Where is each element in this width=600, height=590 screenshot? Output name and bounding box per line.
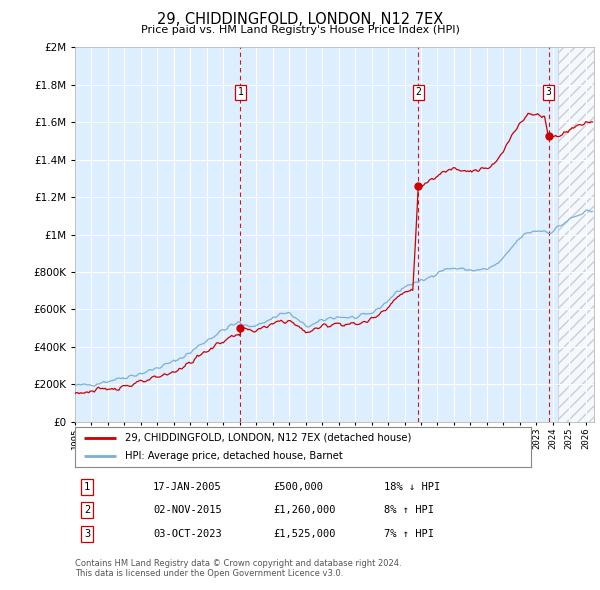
Text: 29, CHIDDINGFOLD, LONDON, N12 7EX: 29, CHIDDINGFOLD, LONDON, N12 7EX (157, 12, 443, 27)
Text: 17-JAN-2005: 17-JAN-2005 (153, 482, 222, 491)
Bar (558, 47, 594, 422)
Bar (558, 47, 594, 422)
Text: 3: 3 (84, 529, 90, 539)
Text: 8% ↑ HPI: 8% ↑ HPI (384, 506, 434, 515)
Text: 1: 1 (238, 87, 244, 97)
Text: 18% ↓ HPI: 18% ↓ HPI (384, 482, 440, 491)
Text: 02-NOV-2015: 02-NOV-2015 (153, 506, 222, 515)
Text: 03-OCT-2023: 03-OCT-2023 (153, 529, 222, 539)
Text: Contains HM Land Registry data © Crown copyright and database right 2024.: Contains HM Land Registry data © Crown c… (75, 559, 401, 568)
Text: 2: 2 (84, 506, 90, 515)
Text: £500,000: £500,000 (273, 482, 323, 491)
Text: 2: 2 (415, 87, 421, 97)
Text: £1,260,000: £1,260,000 (273, 506, 335, 515)
Text: 1: 1 (84, 482, 90, 491)
Text: 7% ↑ HPI: 7% ↑ HPI (384, 529, 434, 539)
Text: 3: 3 (546, 87, 551, 97)
Text: Price paid vs. HM Land Registry's House Price Index (HPI): Price paid vs. HM Land Registry's House … (140, 25, 460, 35)
Text: This data is licensed under the Open Government Licence v3.0.: This data is licensed under the Open Gov… (75, 569, 343, 578)
Text: £1,525,000: £1,525,000 (273, 529, 335, 539)
Text: 29, CHIDDINGFOLD, LONDON, N12 7EX (detached house): 29, CHIDDINGFOLD, LONDON, N12 7EX (detac… (125, 433, 412, 443)
Text: HPI: Average price, detached house, Barnet: HPI: Average price, detached house, Barn… (125, 451, 343, 461)
